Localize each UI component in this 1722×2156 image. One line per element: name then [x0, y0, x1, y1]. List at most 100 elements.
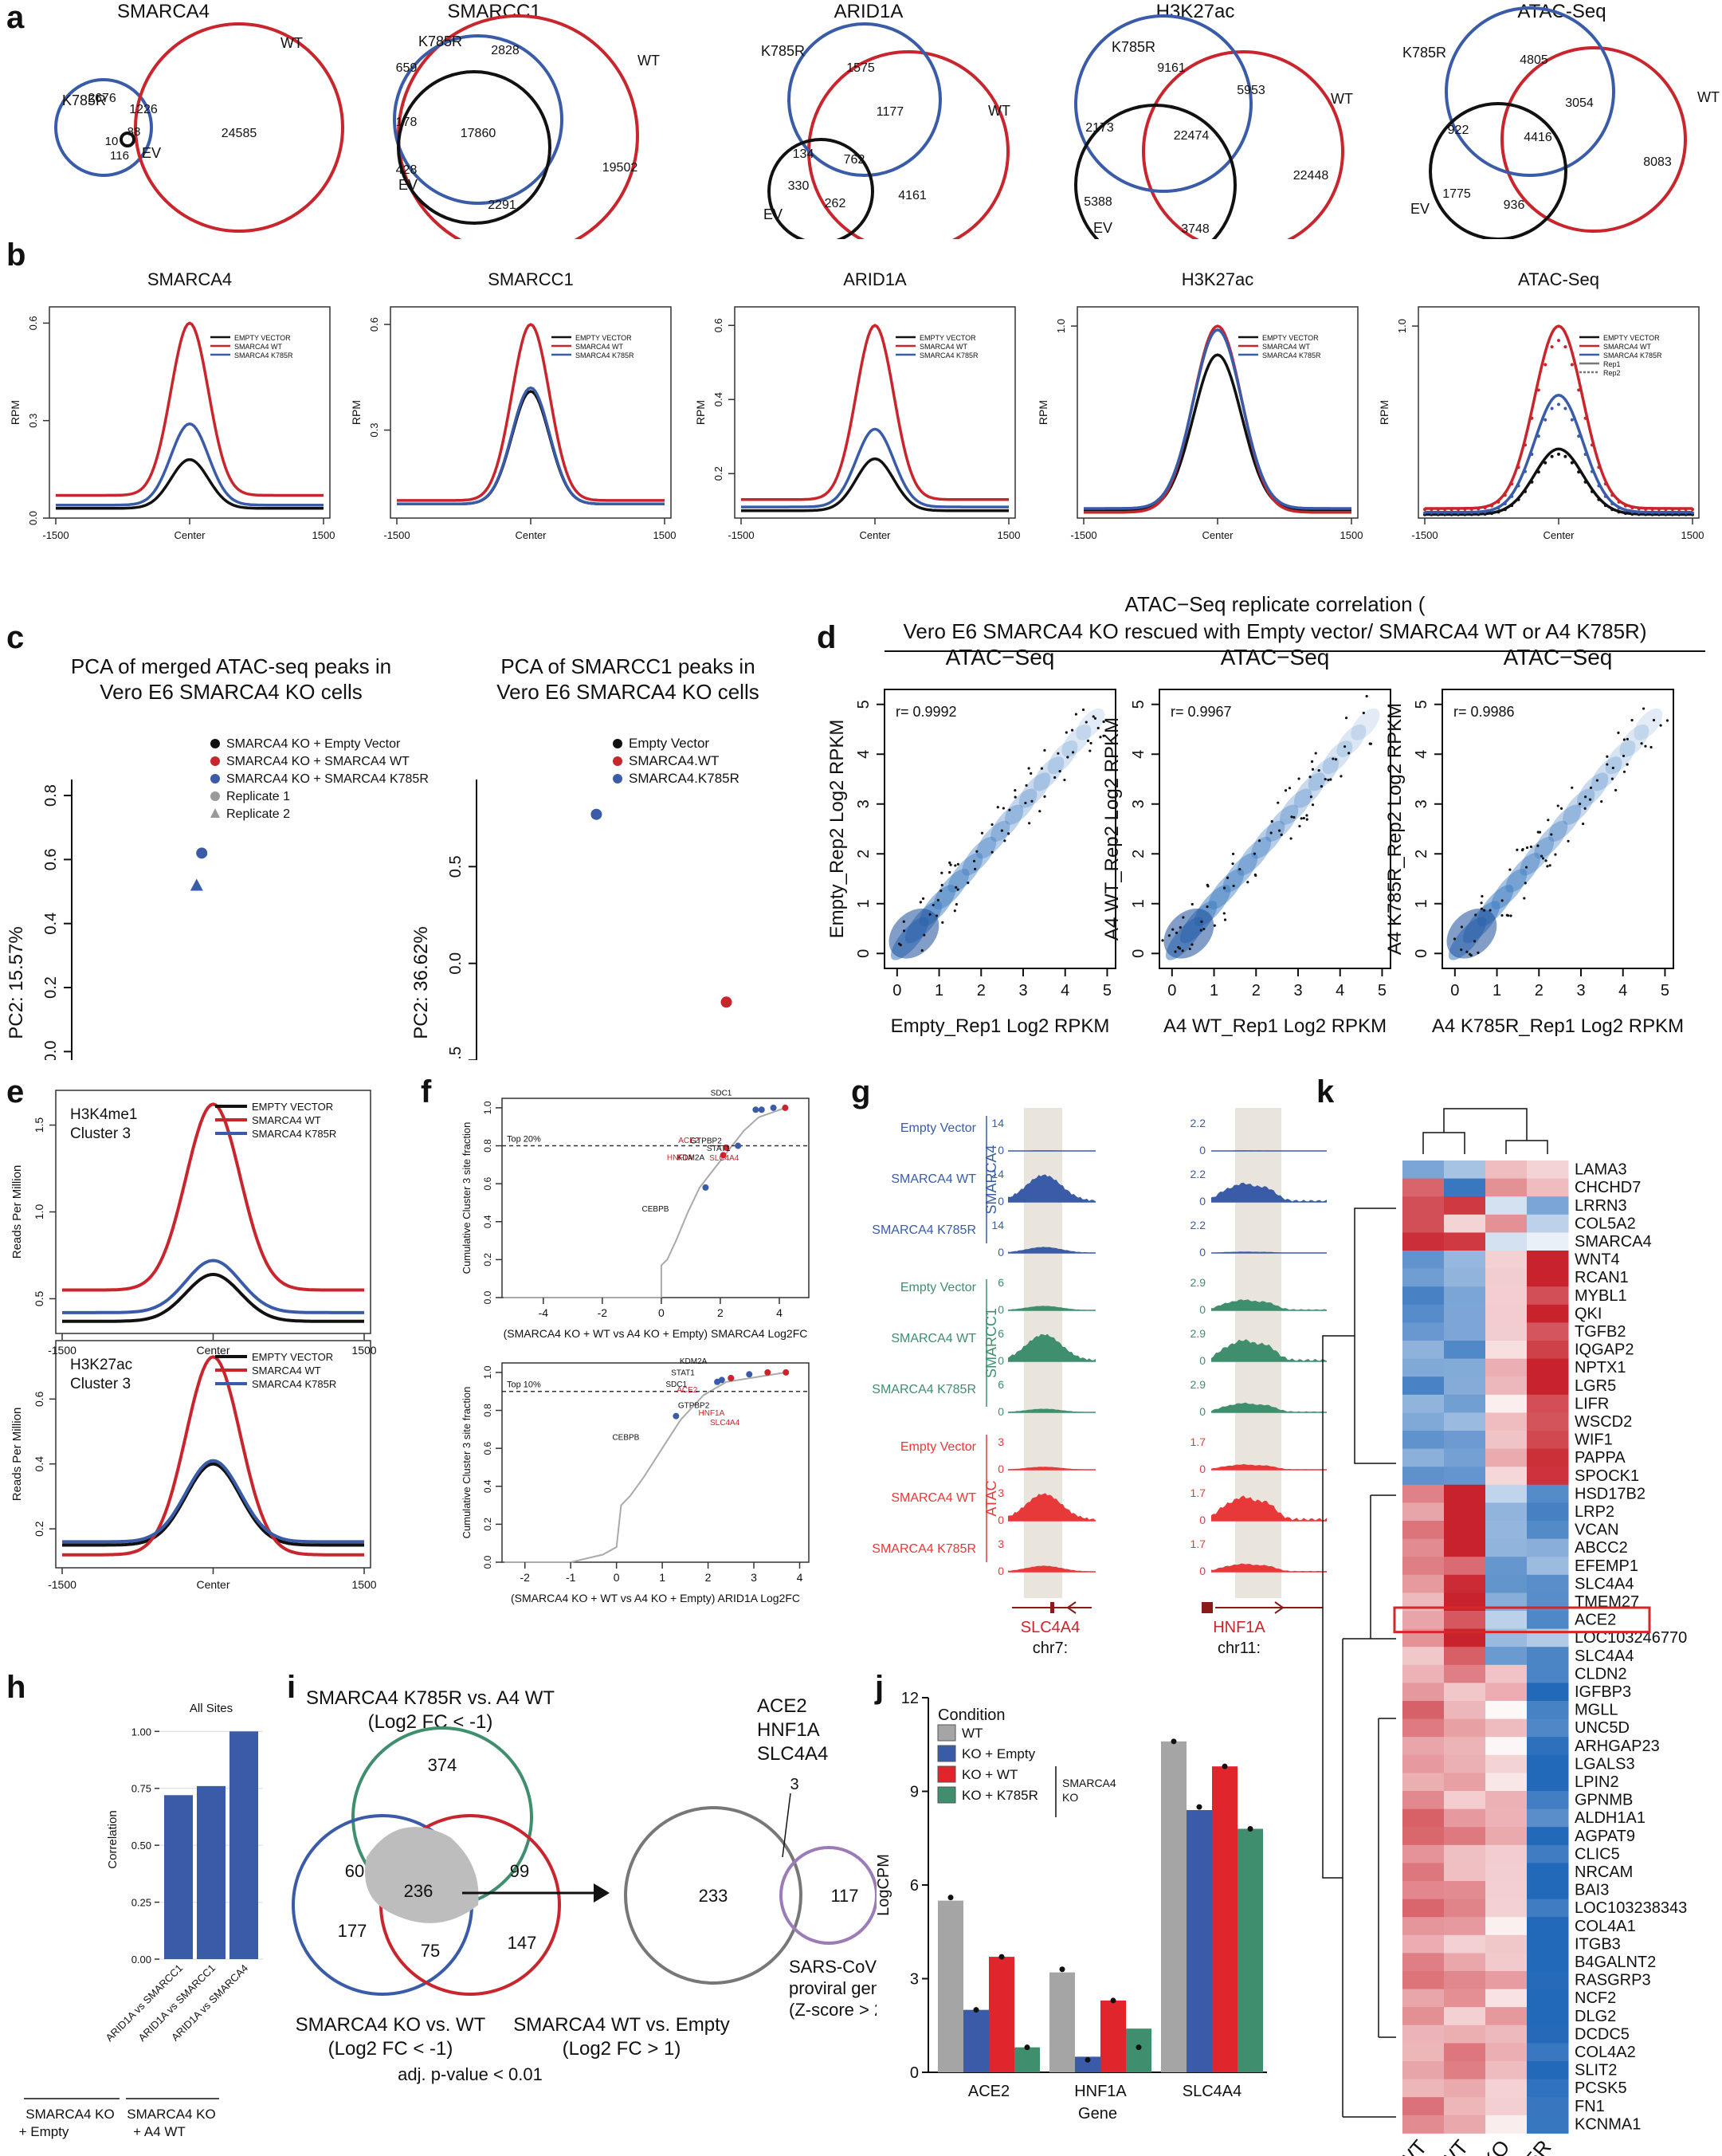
row-label: WIF1 — [1575, 1431, 1613, 1449]
heatmap-cell — [1527, 2061, 1569, 2080]
density-blob — [1061, 724, 1092, 757]
density-blob — [1076, 708, 1105, 740]
cumulative-curve — [504, 1371, 786, 1563]
track-label: Empty Vector — [900, 1281, 977, 1294]
rep-dot — [1477, 510, 1481, 514]
outlier-point — [1571, 786, 1574, 789]
set-label: EV — [398, 177, 418, 193]
heatmap-cell — [1402, 1178, 1445, 1197]
heatmap-cell — [1527, 1521, 1569, 1540]
heatmap-cell — [1527, 1628, 1569, 1647]
row-label: VCAN — [1575, 1522, 1619, 1539]
x-tick-label: HNF1A — [1074, 2083, 1127, 2100]
outlier-point — [1469, 954, 1473, 957]
outlier-point — [923, 933, 926, 937]
x-tick-label: 1500 — [998, 529, 1021, 541]
heatmap-cell — [1402, 1844, 1445, 1863]
outlier-point — [1520, 849, 1524, 852]
legend-label: SMARCA4 WT — [234, 343, 283, 351]
rep-dot — [1644, 507, 1648, 511]
rep-dot — [1469, 507, 1473, 511]
bar-wt — [1049, 1972, 1075, 2072]
outlier-point — [1536, 844, 1540, 847]
outlier-point — [1231, 862, 1234, 866]
row-label: COL4A1 — [1575, 1918, 1636, 1935]
heatmap-cell — [1444, 2079, 1486, 2098]
heatmap-cell — [1485, 1178, 1528, 1197]
density-blob — [1534, 820, 1568, 859]
y-tick-label: 0.4 — [33, 1456, 45, 1472]
y-tick-label: 0.2 — [482, 1518, 493, 1531]
heatmap-cell — [1527, 1557, 1569, 1576]
heatmap-cell — [1402, 2097, 1445, 2116]
heatmap-cell — [1402, 1394, 1445, 1413]
y-tick-label: 0 — [1413, 949, 1430, 958]
track-scale-max: 3 — [998, 1435, 1004, 1448]
row-label: FN1 — [1575, 2098, 1605, 2115]
gene-label: GTPBP2 — [678, 1401, 710, 1410]
outlier-point — [1058, 770, 1061, 773]
outlier-point — [1536, 831, 1540, 834]
heatmap-cell — [1444, 1611, 1486, 1630]
heatmap-cell — [1485, 1538, 1528, 1557]
rep-dot — [1483, 512, 1487, 516]
heatmap-cell — [1444, 1917, 1486, 1936]
outlier-point — [1254, 874, 1257, 878]
set-label: WT — [1697, 89, 1720, 105]
replicate-point — [1085, 2056, 1091, 2063]
row-label: LRRN3 — [1575, 1197, 1627, 1215]
heatmap-cell — [1402, 2061, 1445, 2080]
outlier-point — [1368, 742, 1371, 745]
y-tick-label: 0.0 — [42, 1040, 60, 1060]
signal-peak — [1211, 1339, 1327, 1361]
heatmap-cell — [1485, 1304, 1528, 1323]
correlation-r: r= 0.9992 — [896, 704, 957, 720]
replicate-point — [1196, 1804, 1202, 1810]
outlier-point — [1524, 882, 1527, 885]
x-tick-label: Center — [1202, 529, 1234, 541]
gene-label: HNF1A — [698, 1409, 724, 1418]
outlier-point — [1175, 931, 1179, 934]
replicate-point — [1247, 1826, 1253, 1832]
venn-circle-ev — [767, 138, 874, 239]
set-label: (Log2 FC < -1) — [328, 2038, 453, 2060]
heatmap-cell — [1402, 1664, 1445, 1683]
heatmap-cell — [1402, 1808, 1445, 1828]
row-label: CLDN2 — [1575, 1665, 1627, 1683]
track-scale-min: 0 — [998, 1246, 1004, 1259]
y-tick-label: 0.0 — [27, 511, 39, 525]
y-axis-label: Correlation — [106, 1810, 120, 1868]
heatmap-cell — [1444, 1628, 1486, 1647]
heatmap-cell — [1485, 1989, 1528, 2008]
count: 178 — [396, 116, 418, 129]
outlier-point — [1595, 779, 1598, 782]
legend-side: KO — [1062, 1791, 1078, 1804]
outlier-point — [1257, 839, 1261, 842]
heatmap-cell — [1444, 1467, 1486, 1486]
set-label: WT — [1331, 91, 1353, 107]
heatmap-cell — [1402, 1322, 1445, 1341]
heatmap-cell — [1527, 1268, 1569, 1287]
replicate-point — [1222, 1763, 1228, 1769]
y-tick-label: 3 — [1130, 799, 1147, 808]
outlier-point — [1253, 852, 1256, 855]
legend-label: SMARCA4 WT — [1262, 343, 1311, 351]
rep-dot — [1603, 504, 1607, 508]
y-axis-label: Cumulative Cluster 3 site fraction — [461, 1387, 473, 1539]
outlier-point — [1297, 777, 1300, 780]
rep-dot — [1664, 508, 1668, 512]
set-label: WT — [988, 103, 1010, 119]
density-blob — [1576, 772, 1609, 808]
gene-point — [723, 1144, 730, 1151]
heatmap-cell — [1402, 1791, 1445, 1810]
row-label: RASGRP3 — [1575, 1972, 1651, 1989]
y-tick-label: 2 — [1130, 850, 1147, 858]
rep-dot — [1457, 508, 1460, 512]
column-label: WT — [1434, 2135, 1473, 2156]
track-scale-min: 0 — [1199, 1565, 1206, 1577]
profile-line-smarca4-k785r — [62, 1459, 364, 1544]
outlier-point — [1589, 786, 1593, 789]
row-label: KCNMA1 — [1575, 2115, 1641, 2133]
count: 2828 — [491, 44, 520, 57]
heatmap-cell — [1527, 1971, 1569, 1990]
